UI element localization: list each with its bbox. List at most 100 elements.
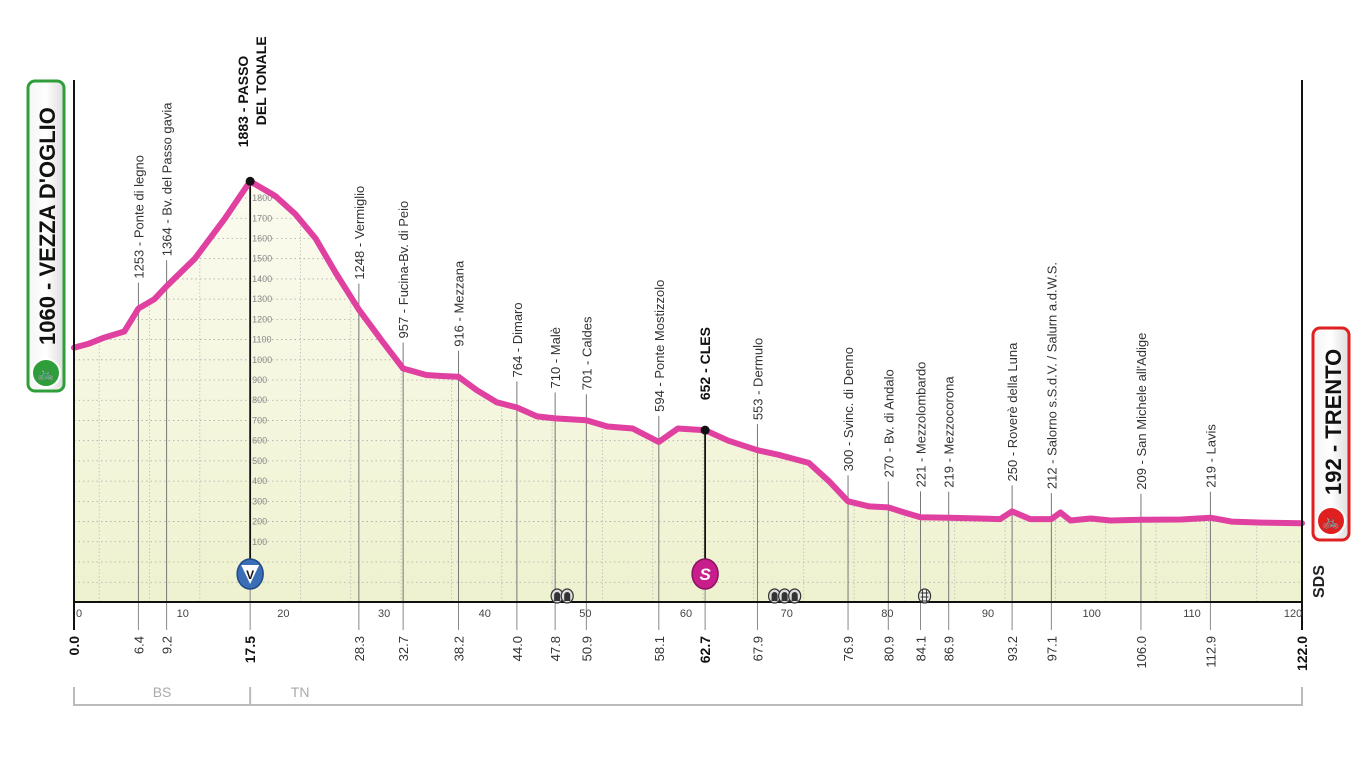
km-label: 67.9 bbox=[750, 636, 765, 661]
km-label: 106.0 bbox=[1134, 636, 1149, 669]
altitude-tick-label: 1600 bbox=[252, 233, 272, 243]
altitude-tick-label: 100 bbox=[252, 537, 267, 547]
x-tick-label: 50 bbox=[579, 608, 591, 620]
summit-dot bbox=[245, 176, 255, 186]
km-label: 6.4 bbox=[131, 636, 146, 654]
altitude-tick-label: 300 bbox=[252, 496, 267, 506]
km-label: 112.9 bbox=[1203, 636, 1218, 668]
region-bracket bbox=[73, 687, 251, 706]
tunnel-arch-icon bbox=[771, 592, 778, 601]
x-tick-label: 80 bbox=[881, 608, 893, 620]
x-tick-label: 30 bbox=[378, 608, 390, 620]
altitude-tick-label: 1700 bbox=[252, 213, 272, 223]
km-label: 84.1 bbox=[914, 636, 929, 661]
altitude-tick-label: 1400 bbox=[252, 274, 272, 284]
altitude-tick-label: 200 bbox=[252, 517, 267, 527]
altitude-tick-label: 1000 bbox=[252, 355, 272, 365]
altitude-tick-label: 700 bbox=[252, 415, 267, 425]
region-bracket bbox=[249, 687, 1303, 706]
waypoint-label: 916 - Mezzana bbox=[452, 260, 467, 347]
kom-letter: V bbox=[246, 568, 254, 582]
altitude-tick-label: 500 bbox=[252, 456, 267, 466]
waypoint-label: 250 - Roverè della Luna bbox=[1005, 342, 1020, 482]
km-label: 32.7 bbox=[396, 636, 411, 661]
waypoint-label: 221 - Mezzolombardo bbox=[914, 362, 929, 488]
svg-text:🚲: 🚲 bbox=[1322, 514, 1339, 530]
sprint-letter: S bbox=[699, 565, 711, 584]
km-label: 17.5 bbox=[242, 636, 258, 663]
start-km-label: 0.0 bbox=[66, 636, 82, 656]
railway-crossing-icon bbox=[917, 588, 932, 604]
region-label: TN bbox=[291, 684, 310, 700]
start-box: 1060 - VEZZA D'OGLIO 🚲 bbox=[26, 79, 66, 393]
km-label: 62.7 bbox=[697, 636, 713, 663]
finish-label: 192 - TRENTO bbox=[1321, 349, 1346, 495]
altitude-tick-label: 1800 bbox=[252, 193, 272, 203]
altitude-tick-label: 1500 bbox=[252, 254, 272, 264]
waypoint-label: 270 - Bv. di Andalo bbox=[881, 369, 896, 477]
km-label: 44.0 bbox=[510, 636, 525, 661]
waypoint-label: 553 - Dermulo bbox=[750, 338, 765, 420]
km-label: 76.9 bbox=[841, 636, 856, 661]
altitude-tick-label: 1200 bbox=[252, 314, 272, 324]
km-label: 58.1 bbox=[652, 636, 667, 661]
waypoint-label: 209 - San Michele all'Adige bbox=[1134, 333, 1149, 490]
altitude-tick-label: 600 bbox=[252, 436, 267, 446]
waypoint-label: 957 - Fucina-Bv. di Peio bbox=[396, 201, 411, 339]
tunnel-arch-icon bbox=[791, 592, 798, 601]
km-label: 86.9 bbox=[942, 636, 957, 661]
km-label: 97.1 bbox=[1044, 636, 1059, 661]
waypoint-label: 219 - Lavis bbox=[1203, 424, 1218, 488]
km-label: 93.2 bbox=[1005, 636, 1020, 661]
cyclist-icon bbox=[31, 358, 61, 388]
tunnel-arch-icon bbox=[554, 592, 561, 601]
profile-line bbox=[71, 178, 1305, 527]
km-label: 80.9 bbox=[881, 636, 896, 661]
waypoint-label: 1883 - PASSO bbox=[235, 56, 251, 148]
waypoint-label: 212 - Salorno s.S.d.V. / Salurn a.d.W.S. bbox=[1044, 262, 1059, 489]
svg-text:🚲: 🚲 bbox=[37, 366, 54, 382]
altitude-tick-label: 800 bbox=[252, 395, 267, 405]
waypoint-label: 710 - Malè bbox=[548, 327, 563, 388]
waypoint-label: 1248 - Vermiglio bbox=[352, 186, 367, 280]
x-tick-label: 60 bbox=[680, 608, 692, 620]
altitude-tick-label: 400 bbox=[252, 476, 267, 486]
tunnel-arch-icon bbox=[781, 592, 788, 601]
waypoint-label: 219 - Mezzocorona bbox=[942, 376, 957, 488]
altitude-tick-label: 1100 bbox=[252, 335, 271, 345]
start-label: 1060 - VEZZA D'OGLIO bbox=[35, 107, 60, 345]
x-tick-label: 40 bbox=[479, 608, 491, 620]
x-tick-label: 20 bbox=[277, 608, 289, 620]
km-label: 50.9 bbox=[579, 636, 594, 661]
sprint-icon bbox=[691, 558, 719, 590]
waypoint-label: 594 - Ponte Mostizzolo bbox=[652, 280, 667, 412]
finish-cyclist-icon bbox=[1316, 506, 1346, 536]
x-tick-label: 70 bbox=[781, 608, 793, 620]
tunnel-arch-icon bbox=[564, 592, 571, 601]
finish-box: 192 - TRENTO 🚲 bbox=[1311, 326, 1351, 542]
waypoint-label: 701 - Caldes bbox=[579, 316, 594, 390]
waypoint-label-line2: DEL TONALE bbox=[253, 36, 269, 125]
summit-dot bbox=[700, 425, 710, 435]
waypoint-label: 764 - Dimaro bbox=[510, 302, 525, 377]
km-label: 28.3 bbox=[352, 636, 367, 661]
waypoint-label: 652 - CLES bbox=[697, 327, 713, 400]
altitude-tick-label: 900 bbox=[252, 375, 267, 385]
km-label: 38.2 bbox=[452, 636, 467, 661]
grid: 100 200 300 400 500 600 700 800 900 1000 1100 1200 1… bbox=[74, 181, 1302, 602]
km-label: 9.2 bbox=[160, 636, 175, 654]
x-tick-label: 90 bbox=[982, 608, 994, 620]
waypoint-label: 1253 - Ponte di legno bbox=[131, 155, 146, 279]
x-tick-label: 110 bbox=[1183, 608, 1201, 620]
x-tick-label: 120 bbox=[1284, 608, 1302, 620]
profile-area bbox=[74, 181, 1302, 603]
railway-track-icon bbox=[920, 590, 929, 602]
kom-triangle-icon bbox=[241, 565, 260, 584]
x-tick-label: 0 bbox=[76, 608, 82, 620]
altitude-tick-label: 1300 bbox=[252, 294, 272, 304]
finish-km-label: 122.0 bbox=[1294, 636, 1310, 671]
region-label: BS bbox=[153, 684, 172, 700]
x-tick-label: 10 bbox=[177, 608, 189, 620]
km-label: 47.8 bbox=[548, 636, 563, 661]
